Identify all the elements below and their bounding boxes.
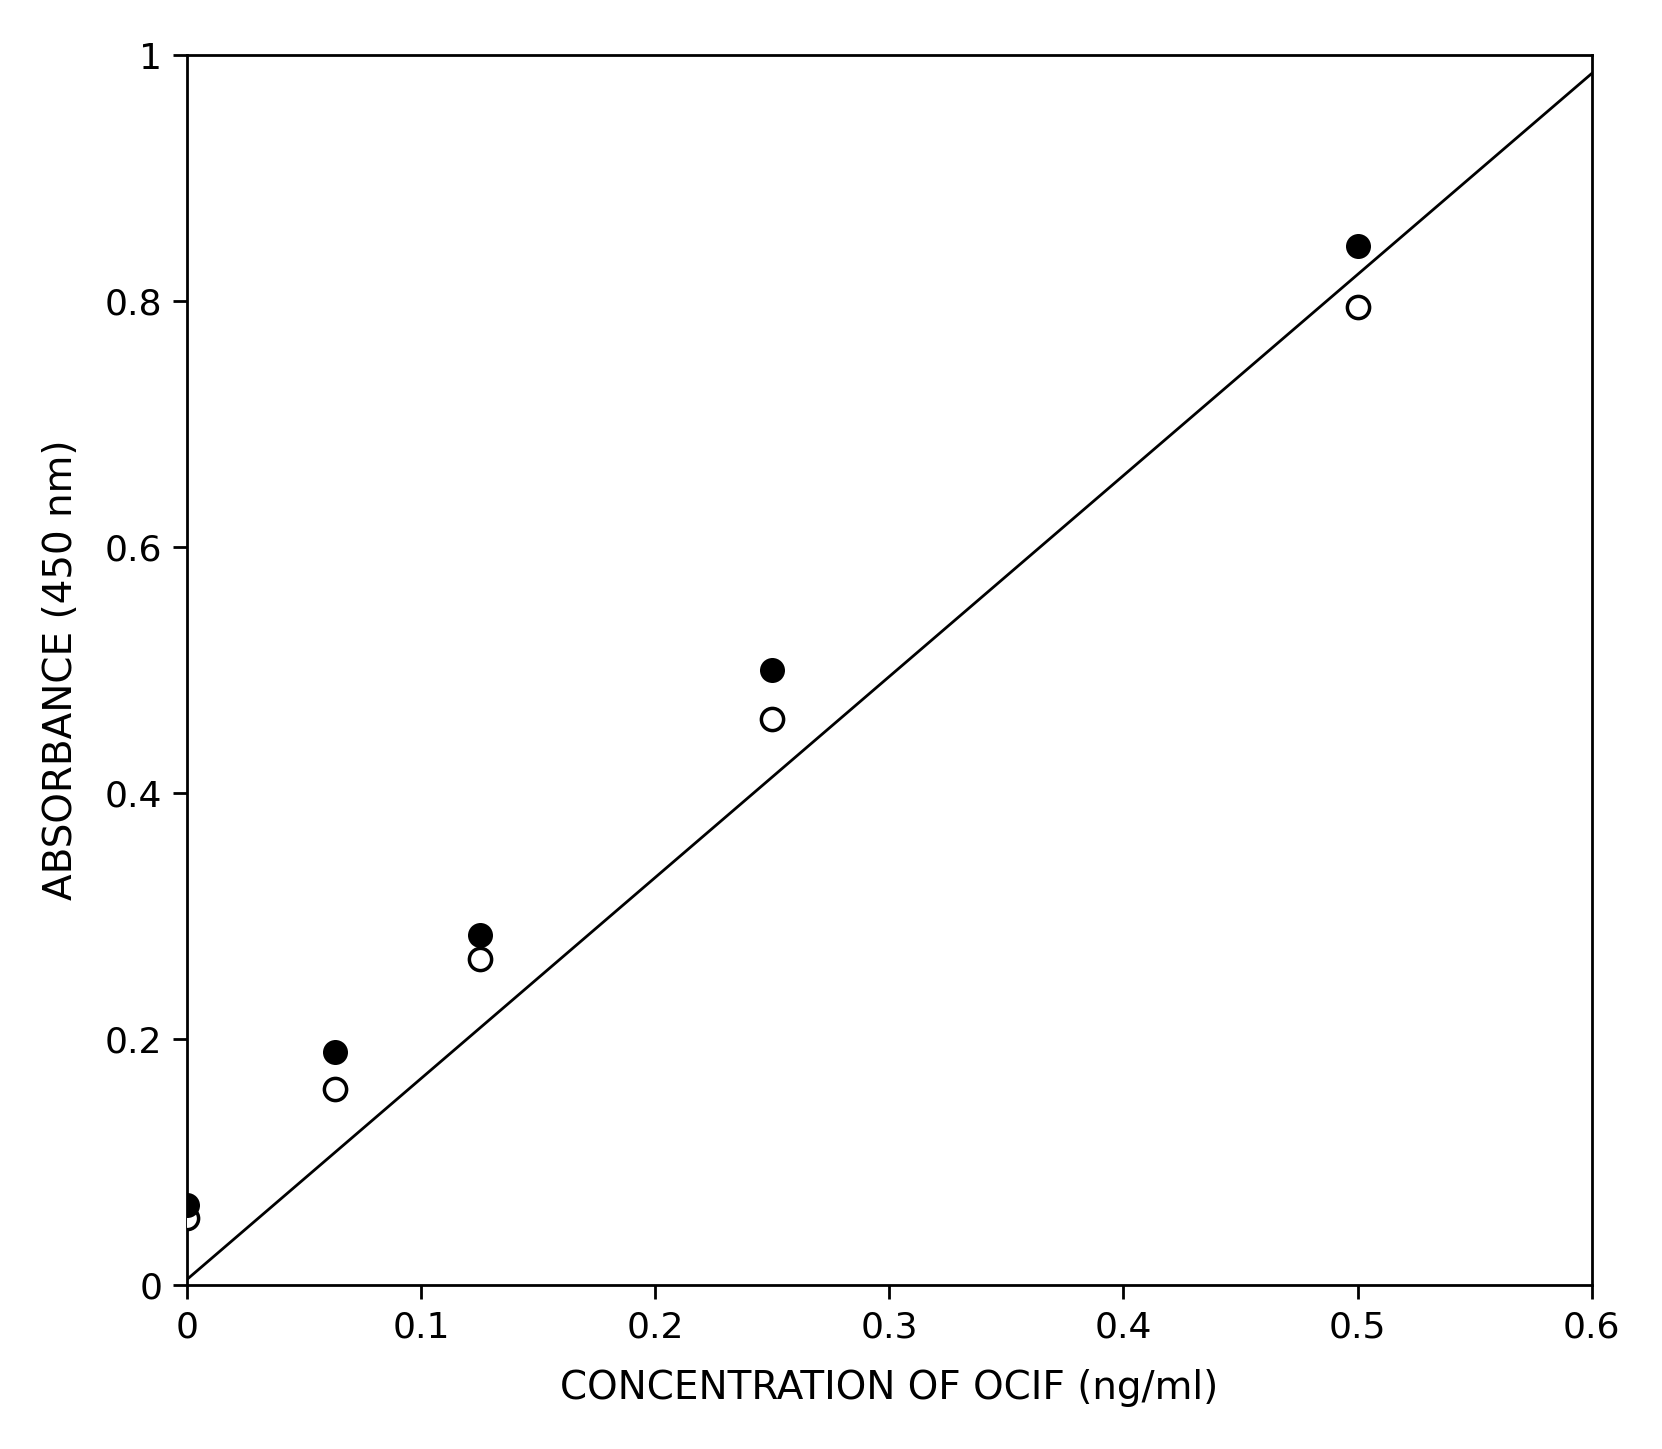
X-axis label: CONCENTRATION OF OCIF (ng/ml): CONCENTRATION OF OCIF (ng/ml) — [560, 1369, 1218, 1407]
Y-axis label: ABSORBANCE (450 nm): ABSORBANCE (450 nm) — [42, 440, 80, 900]
